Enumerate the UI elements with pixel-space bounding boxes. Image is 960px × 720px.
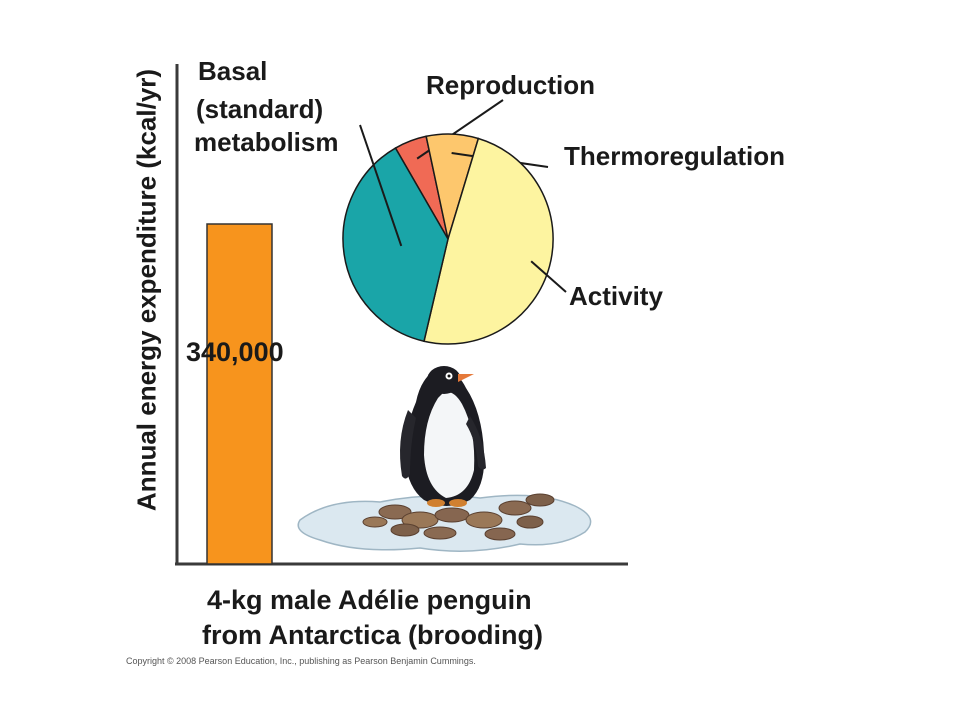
pie-label-reproduction: Reproduction <box>426 70 595 100</box>
leader-line-basal <box>359 124 403 247</box>
x-axis-label-line-1: 4-kg male Adélie penguin <box>207 585 532 615</box>
pie-label-activity: Activity <box>569 281 663 311</box>
penguin-illustration <box>297 366 592 552</box>
pie-label-basal-1: Basal <box>198 56 268 86</box>
pie-slice-activity <box>423 137 554 345</box>
pie-label-basal-2: (standard) <box>196 94 324 124</box>
pie-slice-basal <box>342 147 449 343</box>
pie-label-basal-3: metabolism <box>194 127 339 157</box>
x-axis-label-line-2: from Antarctica (brooding) <box>202 620 543 650</box>
pie-label-thermoregulation: Thermoregulation <box>564 141 786 171</box>
rock-nest <box>297 493 592 552</box>
leader-line-activity <box>530 260 567 293</box>
copyright-notice: Copyright © 2008 Pearson Education, Inc.… <box>126 656 476 666</box>
penguin <box>400 366 486 507</box>
bar-0 <box>206 223 273 565</box>
bar-value-label: 340,000 <box>186 337 284 367</box>
